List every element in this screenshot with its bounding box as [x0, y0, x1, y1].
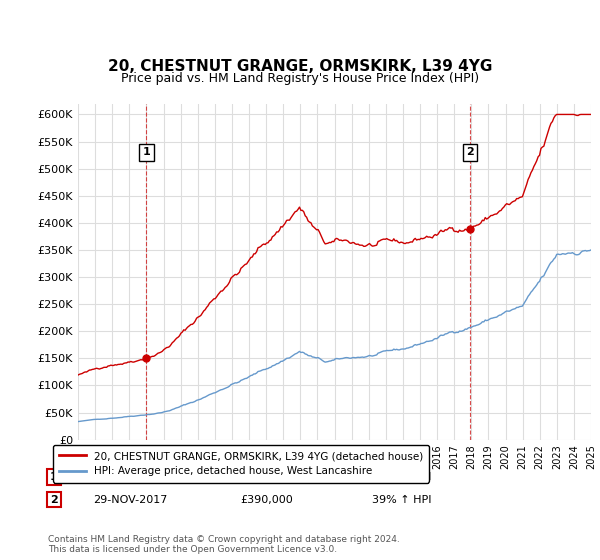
Text: £390,000: £390,000 [240, 494, 293, 505]
Text: 39% ↑ HPI: 39% ↑ HPI [372, 494, 431, 505]
Text: 2: 2 [466, 147, 474, 157]
Text: 66% ↑ HPI: 66% ↑ HPI [372, 472, 431, 482]
Text: 20, CHESTNUT GRANGE, ORMSKIRK, L39 4YG: 20, CHESTNUT GRANGE, ORMSKIRK, L39 4YG [108, 59, 492, 74]
Text: £165,000: £165,000 [240, 472, 293, 482]
Text: 1: 1 [50, 472, 58, 482]
Text: 1: 1 [143, 147, 150, 157]
Text: 26-MAR-1999: 26-MAR-1999 [93, 472, 168, 482]
Text: 29-NOV-2017: 29-NOV-2017 [93, 494, 167, 505]
Legend: 20, CHESTNUT GRANGE, ORMSKIRK, L39 4YG (detached house), HPI: Average price, det: 20, CHESTNUT GRANGE, ORMSKIRK, L39 4YG (… [53, 445, 430, 483]
Text: Price paid vs. HM Land Registry's House Price Index (HPI): Price paid vs. HM Land Registry's House … [121, 72, 479, 85]
Text: 2: 2 [50, 494, 58, 505]
Text: Contains HM Land Registry data © Crown copyright and database right 2024.
This d: Contains HM Land Registry data © Crown c… [48, 535, 400, 554]
